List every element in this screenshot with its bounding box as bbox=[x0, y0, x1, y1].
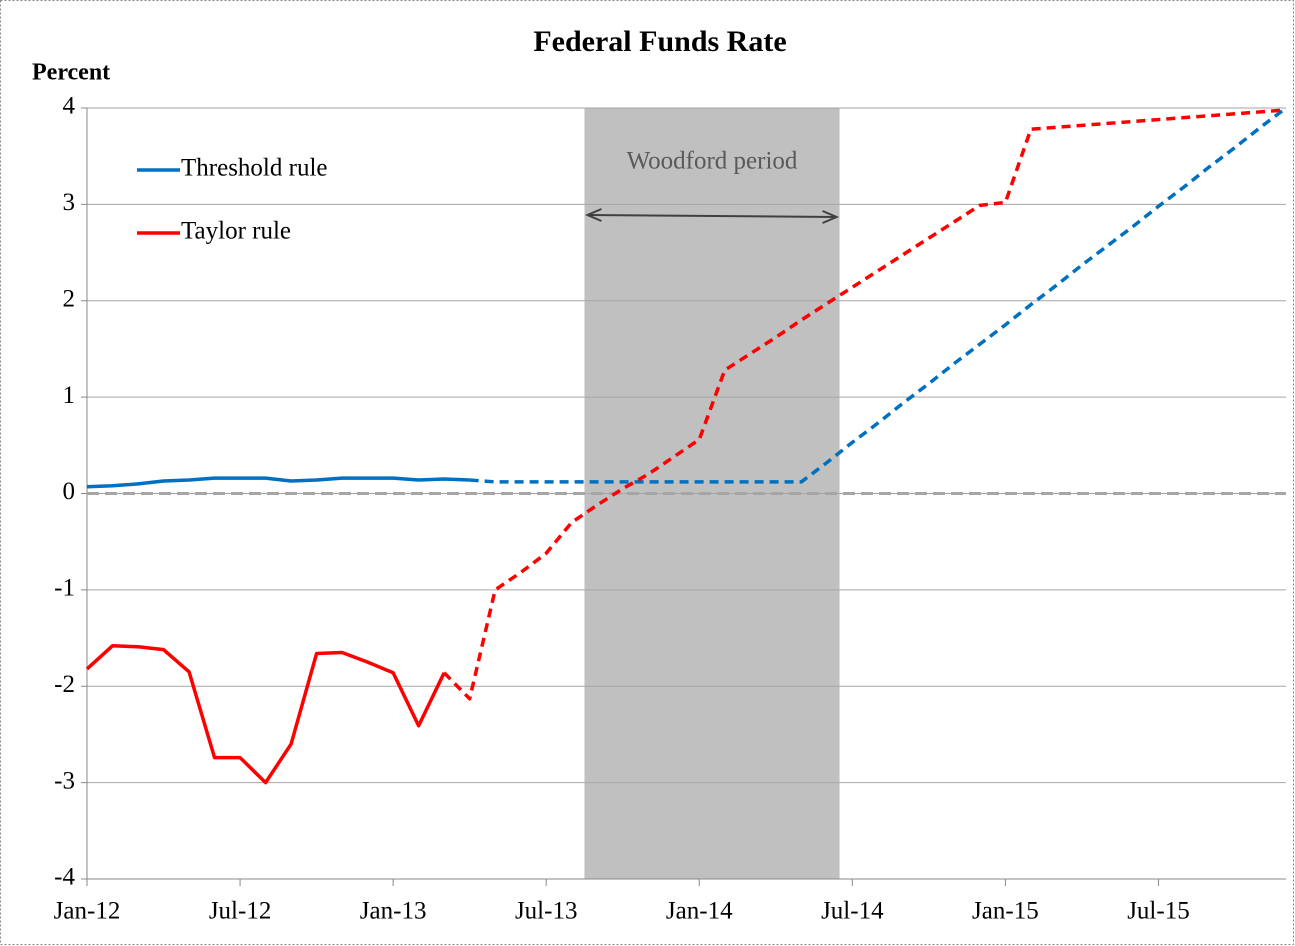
y-tick-label: -2 bbox=[54, 671, 75, 698]
arrow-head bbox=[822, 210, 840, 224]
legend-label: Taylor rule bbox=[181, 218, 291, 245]
series-line bbox=[85, 644, 446, 785]
x-tick-label: Jan-13 bbox=[360, 898, 427, 925]
series-line-dashed bbox=[469, 106, 1288, 484]
y-tick-label: 2 bbox=[63, 285, 76, 312]
x-tick-label: Jan-15 bbox=[972, 898, 1039, 925]
x-tick-label: Jul-12 bbox=[209, 898, 272, 925]
x-tick-label: Jan-12 bbox=[54, 898, 121, 925]
period-arrow bbox=[587, 214, 837, 218]
arrow-head bbox=[584, 208, 602, 222]
legend-label: Threshold rule bbox=[181, 155, 327, 182]
x-tick-label: Jul-15 bbox=[1127, 898, 1190, 925]
y-axis-label: Percent bbox=[32, 60, 110, 86]
x-tick-label: Jul-13 bbox=[515, 898, 578, 925]
y-tick-label: 3 bbox=[63, 189, 76, 216]
y-tick-label: -4 bbox=[54, 864, 75, 891]
x-tick-label: Jan-14 bbox=[666, 898, 733, 925]
x-tick-label: Jul-14 bbox=[821, 898, 884, 925]
y-tick-label: 0 bbox=[63, 478, 76, 505]
shaded-period-label: Woodford period bbox=[627, 148, 798, 175]
series-line bbox=[86, 476, 470, 489]
y-tick-label: -1 bbox=[54, 575, 75, 602]
y-tick-label: 4 bbox=[63, 93, 76, 120]
chart-title: Federal Funds Rate bbox=[533, 25, 786, 58]
y-tick-label: 1 bbox=[63, 382, 76, 409]
y-tick-label: -3 bbox=[54, 767, 75, 794]
